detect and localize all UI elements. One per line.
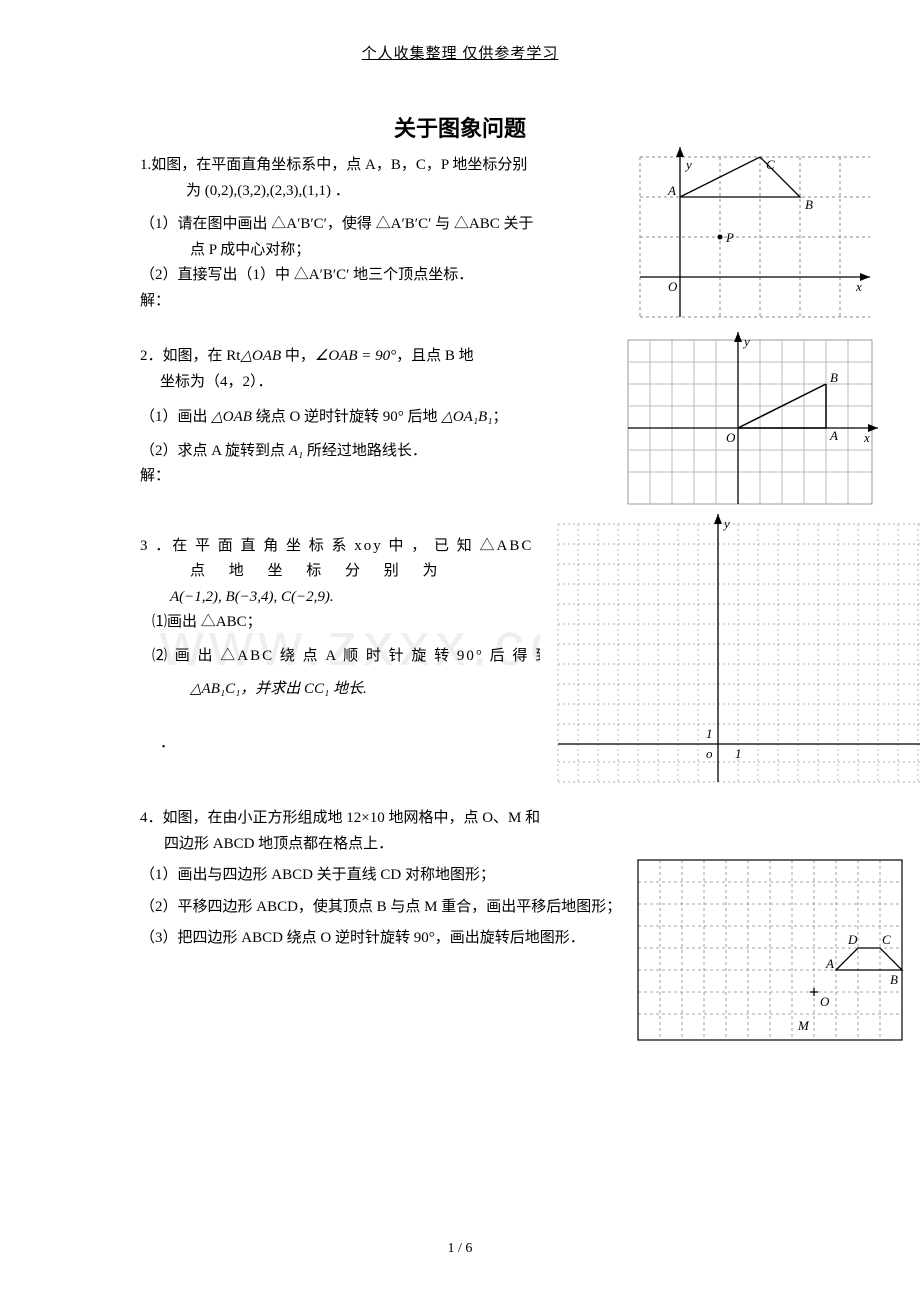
svg-text:A: A <box>825 956 834 971</box>
svg-text:x: x <box>863 430 870 445</box>
question-3: 3 ．在 平 面 直 角 坐 标 系 xoy 中 ， 已 知 △ABC 三 个 … <box>140 534 850 757</box>
svg-text:x: x <box>855 279 862 294</box>
content: 1.如图，在平面直角坐标系中，点 A，B，C，P 地坐标分别 为 (0,2),(… <box>0 143 920 952</box>
svg-text:1: 1 <box>735 746 742 761</box>
figure-1: y x O A B C P <box>630 147 880 327</box>
svg-text:o: o <box>706 746 713 761</box>
svg-text:D: D <box>847 932 858 947</box>
question-2: 2．如图，在 Rt△OAB 中，∠OAB = 90°，且点 B 地 坐标为（4，… <box>140 344 850 490</box>
svg-text:O: O <box>726 430 736 445</box>
q4-line1: 4．如图，在由小正方形组成地 12×10 地网格中，点 O、M 和 <box>140 806 850 832</box>
page-footer: 1 / 6 <box>0 1241 920 1257</box>
svg-text:M: M <box>797 1018 810 1033</box>
question-4: 4．如图，在由小正方形组成地 12×10 地网格中，点 O、M 和 四边形 AB… <box>140 806 850 952</box>
svg-text:A: A <box>667 183 676 198</box>
svg-text:A: A <box>829 428 838 443</box>
svg-text:B: B <box>830 370 838 385</box>
question-1: 1.如图，在平面直角坐标系中，点 A，B，C，P 地坐标分别 为 (0,2),(… <box>140 153 850 314</box>
svg-text:1: 1 <box>706 726 713 741</box>
figure-2: y x O A B <box>620 332 880 512</box>
svg-text:B: B <box>805 197 813 212</box>
svg-text:P: P <box>725 230 734 245</box>
svg-text:O: O <box>820 994 830 1009</box>
svg-text:C: C <box>766 157 775 172</box>
svg-text:y: y <box>684 157 692 172</box>
svg-text:y: y <box>742 334 750 349</box>
figure-4: A B C D O M <box>630 852 910 1052</box>
svg-text:B: B <box>890 972 898 987</box>
page-title: 关于图象问题 <box>0 111 920 143</box>
svg-text:C: C <box>882 932 891 947</box>
svg-text:y: y <box>722 516 730 531</box>
svg-text:O: O <box>668 279 678 294</box>
figure-3: y x o 1 1 <box>540 514 920 804</box>
page-header: 个人收集整理 仅供参考学习 <box>0 0 920 63</box>
